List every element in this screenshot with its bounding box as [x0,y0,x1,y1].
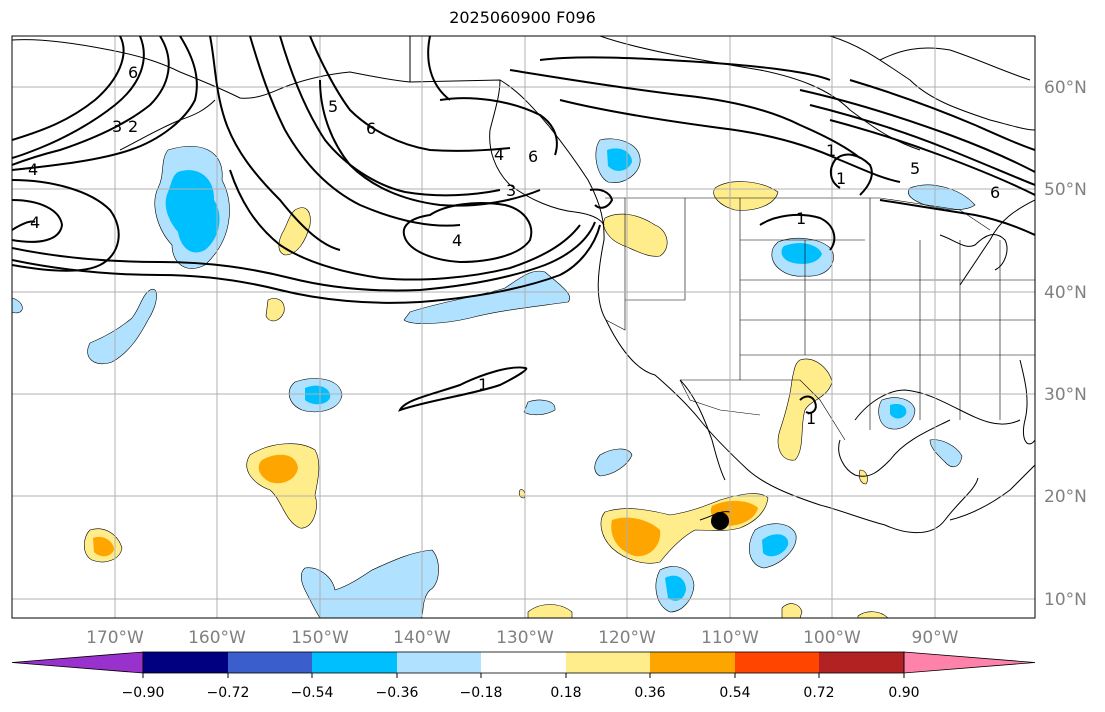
map-frame [11,35,1036,619]
colorbar-extend-left [11,651,144,674]
contour-label: 6 [528,147,538,166]
coastlines [12,36,1035,534]
map-title: 2025060900 F096 [449,8,596,27]
anomaly-positive-pnw [603,213,668,257]
anomaly-negative-pacific-mx-core [762,534,789,557]
colorbar-segment [228,652,312,673]
anomaly-negative-small-core [305,385,331,405]
contour-label: 6 [990,183,1000,202]
lat-label: 10°N [1044,590,1087,610]
anomaly-positive-bottom [527,604,573,618]
colorbar-tick-label: 0.90 [888,685,919,701]
lon-label: 150°W [291,628,349,648]
lon-label: 120°W [598,628,656,648]
colorbar-segment [735,652,819,673]
contour-label: 1 [826,141,836,160]
lat-label: 40°N [1044,283,1087,303]
anomaly-positive-north-pacific [278,207,311,256]
colorbar-segments [11,651,1036,674]
contour-label-group: 6 3 2 4 4 5 6 6 4 3 4 1 1 1 5 6 1 1 [28,63,1000,428]
colorbar-outline [142,651,905,674]
colorbar-extend-right [903,651,1036,674]
colorbar-ticks: −0.90 −0.72 −0.54 −0.36 −0.18 0.18 0.36 … [122,673,920,701]
anomaly-positive-mexico-pac-core [611,517,661,557]
lon-label: 170°W [86,628,144,648]
anomaly-negative-gulf-core [890,404,907,419]
lon-label: 110°W [701,628,759,648]
colorbar-tick-label: 0.18 [550,685,581,701]
graticule [12,36,1035,618]
contour-label: 3 [112,117,122,136]
latitude-labels: 60°N 50°N 40°N 30°N 20°N 10°N [1044,78,1087,610]
anomaly-negative-gulf-alaska-core [165,170,220,253]
anomaly-negative-pacific-mx-2-core [665,575,686,601]
anomaly-positive-small [265,298,285,322]
colorbar-tick-label: 0.54 [719,685,750,701]
colorbar-tick-label: −0.36 [376,685,419,701]
contour-label: 5 [910,159,920,178]
lat-label: 30°N [1044,385,1087,405]
contour-label: 2 [128,117,138,136]
political-borders [605,197,1035,441]
anomaly-positive-bottom-2 [781,603,803,618]
shaded-anomalies [12,138,976,618]
contour-label: 1 [478,375,488,394]
anomaly-negative-west-coast-core [607,148,632,171]
lon-label: 130°W [496,628,554,648]
contour-label: 4 [494,145,504,164]
colorbar-tick-label: −0.72 [207,685,250,701]
contour-label: 6 [366,119,376,138]
colorbar-segment [312,652,397,673]
lat-label: 50°N [1044,180,1087,200]
anomaly-negative-plains-core [781,243,822,264]
colorbar-tick-label: −0.18 [460,685,503,701]
colorbar-tick-label: 0.72 [803,685,834,701]
anomaly-negative-south-pacific [300,549,439,618]
anomaly-positive-bottom-3 [857,611,889,618]
longitude-labels: 170°W 160°W 150°W 140°W 130°W 120°W 110°… [86,628,959,648]
colorbar-segment [566,652,650,673]
colorbar-segment [397,652,481,673]
storm-center-marker [711,512,729,530]
contour-label: 4 [28,160,38,179]
contour-label: 1 [796,209,806,228]
contour-label: 5 [328,97,338,116]
anomaly-negative-small-2 [523,399,556,416]
lon-label: 140°W [393,628,451,648]
colorbar-tick-label: 0.36 [634,685,665,701]
colorbar-tick-label: −0.90 [122,685,165,701]
colorbar-segment [819,652,904,673]
contour-label: 6 [128,63,138,82]
anomaly-positive-tiny-2 [858,469,868,485]
lon-label: 160°W [188,628,246,648]
contour-label: 1 [806,409,816,428]
anomaly-positive-hawaii-core [258,454,298,484]
colorbar-segment [481,652,566,673]
colorbar-tick-label: −0.54 [291,685,334,701]
lon-label: 90°W [912,628,959,648]
lon-label: 100°W [803,628,861,648]
anomaly-positive-left-island-core [93,536,114,557]
contour-label: 1 [836,169,846,188]
colorbar: −0.90 −0.72 −0.54 −0.36 −0.18 0.18 0.36 … [11,651,1036,701]
anomaly-negative-mexico [594,448,633,477]
contour-label: 4 [452,231,462,250]
colorbar-segment [143,652,228,673]
contour-lines [12,36,1035,414]
lat-label: 60°N [1044,78,1087,98]
map-area [12,36,1035,618]
contour-label: 4 [30,213,40,232]
colorbar-segment [650,652,735,673]
lat-label: 20°N [1044,487,1087,507]
anomaly-negative-west [87,288,157,364]
contour-label: 3 [506,181,516,200]
